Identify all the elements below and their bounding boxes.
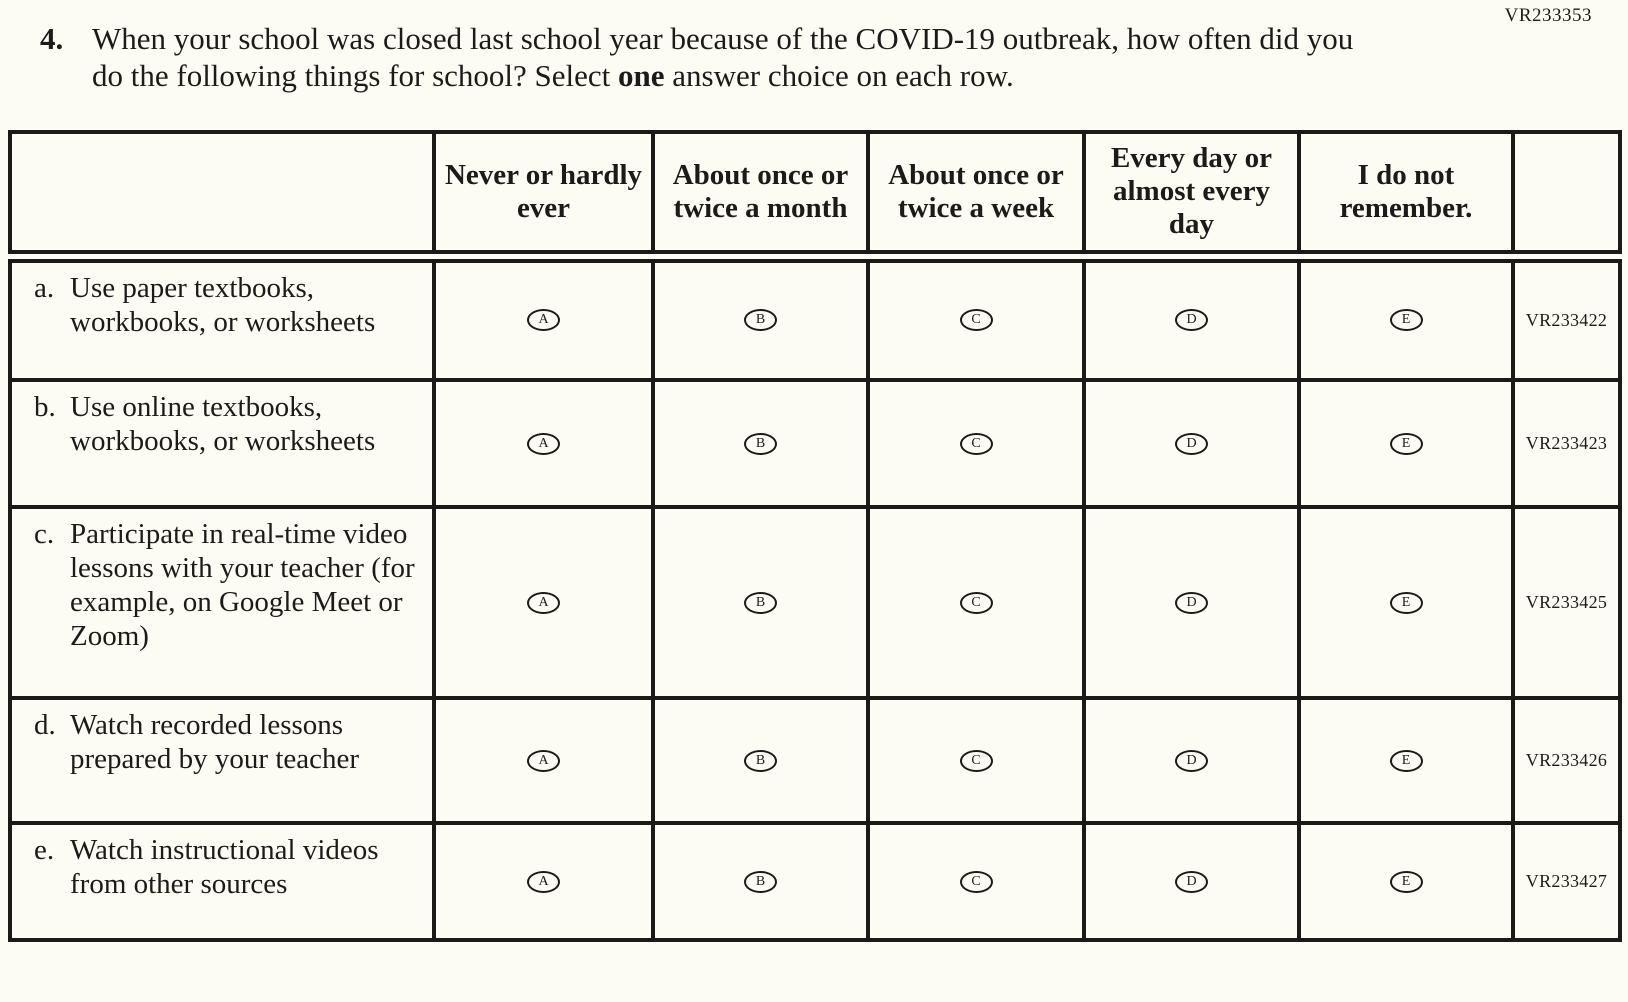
answer-bubble-c[interactable]: C <box>959 591 993 614</box>
answer-bubble-d[interactable]: D <box>1175 591 1208 614</box>
answer-bubble-e[interactable]: E <box>1389 870 1423 893</box>
row-label: Watch recorded lessons prepared by your … <box>70 709 360 775</box>
question-bold-word: one <box>618 58 665 93</box>
header-once-twice-month: About once or twice a month <box>651 130 870 263</box>
row-letter: d. <box>34 709 56 741</box>
header-do-not-remember: I do not remember. <box>1297 130 1515 263</box>
row-letter: e. <box>34 834 55 866</box>
answer-bubble-e[interactable]: E <box>1389 749 1423 772</box>
answer-bubble-c[interactable]: C <box>959 870 993 893</box>
row-code: VR233426 <box>1511 696 1622 825</box>
row-code: VR233427 <box>1511 821 1622 942</box>
row-code: VR233423 <box>1511 378 1622 509</box>
row-code: VR233425 <box>1511 505 1622 700</box>
row-label: Participate in real-time video lessons w… <box>70 518 415 652</box>
table-row-e: e. Watch instructional videos from other … <box>8 821 1622 942</box>
row-letter: a. <box>34 271 55 304</box>
answer-bubble-b[interactable]: B <box>744 432 777 455</box>
answer-bubble-a[interactable]: A <box>527 309 560 332</box>
question-text: When your school was closed last school … <box>92 20 1377 94</box>
answer-bubble-b[interactable]: B <box>744 749 777 772</box>
answer-bubble-b[interactable]: B <box>744 309 777 332</box>
response-grid-table: Never or hardly ever About once or twice… <box>8 130 1622 942</box>
question-number: 4. <box>40 21 64 56</box>
header-once-twice-week: About once or twice a week <box>866 130 1086 263</box>
question-text-part1: When your school was closed last school … <box>92 21 1354 93</box>
answer-bubble-b[interactable]: B <box>744 591 777 614</box>
table-row-b: b. Use online textbooks, workbooks, or wo… <box>8 378 1622 509</box>
answer-bubble-e[interactable]: E <box>1389 309 1423 332</box>
question-block: 4. When your school was closed last scho… <box>0 0 1628 94</box>
answer-bubble-e[interactable]: E <box>1389 591 1423 614</box>
answer-bubble-c[interactable]: C <box>959 749 993 772</box>
answer-bubble-d[interactable]: D <box>1175 432 1208 455</box>
row-label: Watch instructional videos from other so… <box>70 834 379 900</box>
table-row-c: c. Participate in real-time video lessons… <box>8 505 1622 700</box>
answer-bubble-b[interactable]: B <box>744 870 777 893</box>
answer-bubble-a[interactable]: A <box>527 749 560 772</box>
answer-bubble-a[interactable]: A <box>527 432 560 455</box>
answer-bubble-d[interactable]: D <box>1175 870 1208 893</box>
header-row: Never or hardly ever About once or twice… <box>8 130 1622 263</box>
header-code-blank <box>1511 130 1622 263</box>
question-text-part2: answer choice on each row. <box>664 58 1014 93</box>
header-every-day: Every day or almost every day <box>1082 130 1301 263</box>
answer-bubble-c[interactable]: C <box>959 432 993 455</box>
answer-bubble-a[interactable]: A <box>527 591 560 614</box>
answer-bubble-c[interactable]: C <box>959 309 993 332</box>
page-id-code: VR233353 <box>1504 5 1592 26</box>
answer-bubble-d[interactable]: D <box>1175 749 1208 772</box>
row-letter: b. <box>34 391 56 423</box>
answer-bubble-e[interactable]: E <box>1389 432 1423 455</box>
answer-bubble-a[interactable]: A <box>527 870 560 893</box>
answer-bubble-d[interactable]: D <box>1175 309 1208 332</box>
table-row-a: a. Use paper textbooks, workbooks, or wor… <box>8 254 1622 382</box>
table-row-d: d. Watch recorded lessons prepared by you… <box>8 696 1622 825</box>
row-label: Use online textbooks, workbooks, or work… <box>70 391 376 457</box>
row-label: Use paper textbooks, workbooks, or works… <box>70 271 376 338</box>
header-never: Never or hardly ever <box>432 130 655 263</box>
header-blank <box>8 130 436 263</box>
row-letter: c. <box>34 518 55 550</box>
row-code: VR233422 <box>1511 254 1622 382</box>
